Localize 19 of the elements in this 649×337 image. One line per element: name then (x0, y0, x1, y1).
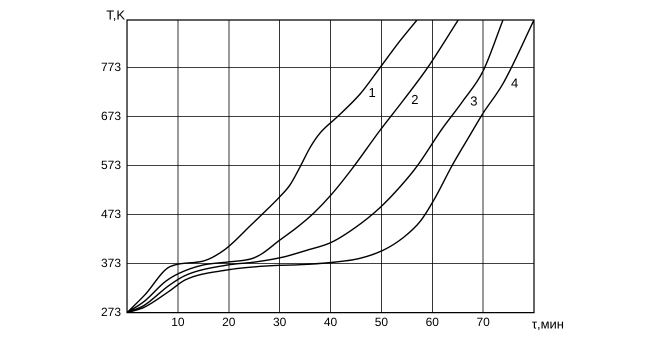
y-tick-label: 673 (100, 108, 122, 123)
series-label: 2 (411, 92, 418, 107)
y-tick-label: 573 (100, 158, 122, 172)
series-label: 3 (470, 93, 478, 108)
y-tick-label: 373 (100, 256, 122, 270)
series-label: 4 (510, 75, 518, 90)
x-axis-title: τ,мин (532, 316, 564, 332)
x-tick-label: 20 (222, 315, 236, 330)
x-tick-label: 50 (374, 315, 388, 330)
y-tick-label: 773 (100, 60, 122, 74)
x-tick-label: 70 (476, 315, 490, 330)
y-tick-label: 273 (100, 304, 122, 319)
series-label: 1 (368, 85, 376, 100)
x-tick-label: 10 (171, 315, 185, 330)
x-tick-label: 30 (272, 315, 287, 330)
y-axis-title: T,K (106, 8, 126, 23)
y-tick-label: 473 (100, 206, 122, 221)
x-tick-label: 60 (426, 315, 440, 330)
x-tick-label: 40 (324, 315, 338, 330)
